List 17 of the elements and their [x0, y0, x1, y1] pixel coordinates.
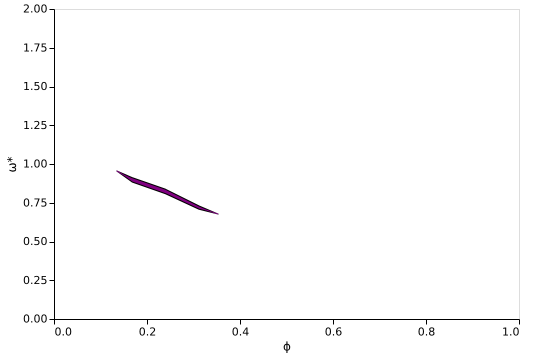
y-tick-label: 1.00 — [23, 158, 48, 170]
y-tick-label: 0.50 — [23, 235, 48, 248]
y-tick-label: 0.75 — [23, 196, 48, 210]
x-tick-label: 0.8 — [418, 326, 436, 338]
y-tick-label: 0.25 — [23, 274, 48, 287]
x-axis-title: ϕ — [283, 340, 292, 354]
y-tick-label: 1.75 — [23, 41, 48, 54]
y-tick-label: 0.00 — [23, 312, 48, 326]
y-tick-label: 1.25 — [23, 118, 48, 132]
y-axis-title: ω* — [5, 156, 20, 173]
y-tick-label: 2.00 — [23, 2, 48, 16]
x-tick-label: 0.6 — [324, 326, 342, 338]
x-tick-label: 0.2 — [138, 326, 156, 338]
y-tick-label: 1.50 — [23, 80, 48, 93]
x-tick-label: 0.0 — [54, 326, 72, 338]
x-tick-label: 1.0 — [502, 326, 520, 338]
x-tick-label: 0.4 — [232, 326, 250, 338]
